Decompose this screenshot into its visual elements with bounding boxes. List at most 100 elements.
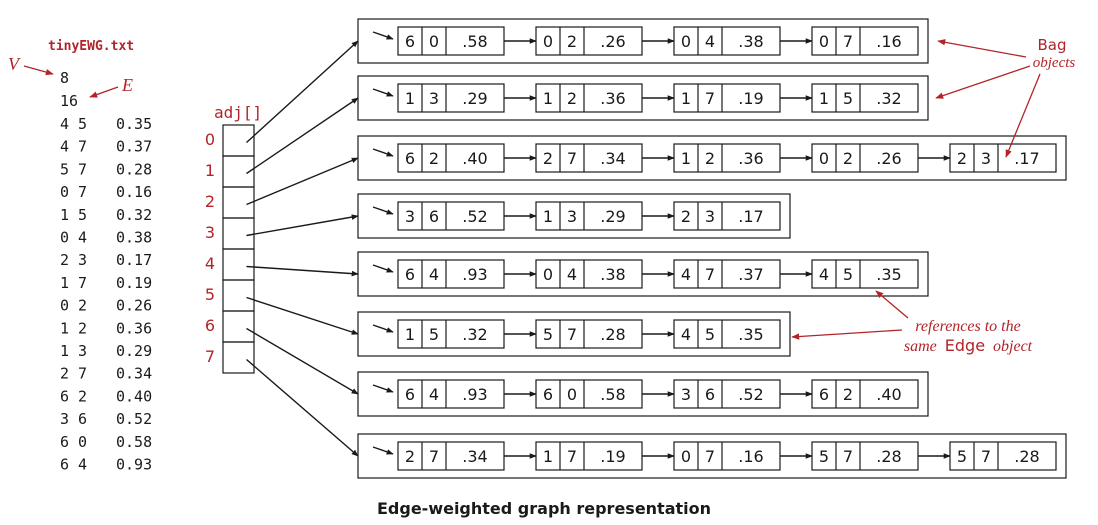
edge-list-row: 6 2 0.40: [60, 387, 152, 405]
edge-node-weight: .37: [738, 265, 763, 284]
edge-node-v: 4: [819, 265, 829, 284]
edge-node-w: 5: [843, 265, 853, 284]
edge-node-v: 0: [543, 32, 553, 51]
edge-node-v: 3: [405, 207, 415, 226]
edge-node-weight: .17: [1014, 149, 1039, 168]
references-label-object: object: [993, 338, 1033, 355]
reference-pointer-arrow-1: [875, 290, 909, 319]
edge-node-box: [397, 259, 505, 289]
edge-node: 0 7.16: [811, 26, 919, 56]
bag-lists: 6 0.58 0 2.26 0 4.38 0 7.161 3.29 1 2.36 1 7.19 1 5.32…: [357, 18, 1067, 479]
edge-node-weight: .52: [738, 385, 763, 404]
edge-node-box: [535, 319, 643, 349]
edge-node-weight: .29: [600, 207, 625, 226]
edge-node-weight: .38: [600, 265, 625, 284]
edge-node-v: 1: [405, 325, 415, 344]
edge-node: 2 3.17: [673, 201, 781, 231]
edge-node-w: 3: [705, 207, 715, 226]
edge-node-w: 7: [843, 447, 853, 466]
file-name-label: tinyEWG.txt: [48, 39, 134, 54]
edge-node-w: 2: [567, 89, 577, 108]
edge-node-weight: .16: [876, 32, 901, 51]
edge-node-w: 7: [567, 447, 577, 466]
edge-weight: 0.19: [116, 274, 152, 292]
bag-object: 1 3.29 1 2.36 1 7.19 1 5.32: [357, 75, 929, 121]
edge-node: 1 7.19: [535, 441, 643, 471]
edge-node-v: 1: [681, 149, 691, 168]
edge-node-v: 2: [957, 149, 967, 168]
edge-node: 1 7.19: [673, 83, 781, 113]
adj-to-bag-arrow: [246, 157, 359, 206]
references-label-same: same: [904, 338, 937, 355]
edge-node-box: [811, 379, 919, 409]
edge-node: 6 4.93: [397, 259, 505, 289]
edge-node-v: 0: [819, 32, 829, 51]
v-label: V: [8, 54, 21, 74]
edge-node-box: [397, 319, 505, 349]
bag-box: [357, 18, 929, 64]
adj-index-label: 2: [205, 192, 215, 211]
edge-node: 0 2.26: [811, 143, 919, 173]
edge-node: 2 3.17: [949, 143, 1057, 173]
edge-node-weight: .19: [738, 89, 763, 108]
edge-node-box: [949, 441, 1057, 471]
edge-node-weight: .29: [462, 89, 487, 108]
edge-node-weight: .34: [600, 149, 625, 168]
references-label-line-1: references to the: [915, 318, 1020, 335]
edge-node-w: 2: [705, 149, 715, 168]
edge-node-v: 6: [543, 385, 553, 404]
bag-object: 1 5.32 5 7.28 4 5.35: [357, 311, 791, 357]
edge-vertices: 6 2: [60, 387, 87, 405]
edge-node-weight: .40: [876, 385, 901, 404]
edge-node-v: 2: [405, 447, 415, 466]
edge-node-box: [949, 143, 1057, 173]
edge-list-row: 4 5 0.35: [60, 115, 152, 133]
edge-node-v: 1: [405, 89, 415, 108]
adj-to-bag-arrow: [246, 214, 359, 237]
edge-weight: 0.26: [116, 297, 152, 315]
edge-node-box: [535, 143, 643, 173]
edge-node-v: 1: [543, 89, 553, 108]
edge-node-weight: .34: [462, 447, 487, 466]
edge-node-box: [673, 259, 781, 289]
edge-node: 6 2.40: [811, 379, 919, 409]
adj-array: 0 1 2 3 4 5 6 7: [205, 40, 359, 457]
edge-weight: 0.52: [116, 410, 152, 428]
edge-node: 0 7.16: [673, 441, 781, 471]
bag-box: [357, 251, 929, 297]
adj-array-label: adj[]: [214, 103, 262, 122]
edge-node-w: 5: [705, 325, 715, 344]
edge-node-box: [397, 441, 505, 471]
edge-vertices: 0 7: [60, 183, 87, 201]
adj-to-bag-arrow: [246, 327, 359, 395]
bag-box: [357, 433, 1067, 479]
edge-node-w: 7: [705, 265, 715, 284]
adj-index-label: 5: [205, 285, 215, 304]
edge-node-v: 4: [681, 325, 691, 344]
edge-node-w: 2: [429, 149, 439, 168]
adj-cell-box: [222, 279, 255, 312]
edge-weight: 0.40: [116, 387, 152, 405]
edge-node-v: 0: [543, 265, 553, 284]
edge-weight: 0.29: [116, 342, 152, 360]
edge-node-w: 0: [567, 385, 577, 404]
edge-node-v: 1: [543, 207, 553, 226]
edge-list-row: 6 4 0.93: [60, 456, 152, 474]
edge-weight: 0.32: [116, 206, 152, 224]
edge-node: 6 4.93: [397, 379, 505, 409]
edge-node-box: [535, 259, 643, 289]
adj-cell-box: [222, 310, 255, 343]
edge-node-v: 3: [681, 385, 691, 404]
edge-node-weight: .16: [738, 447, 763, 466]
bag-box: [357, 311, 791, 357]
edge-node-w: 7: [705, 447, 715, 466]
edge-node-box: [811, 143, 919, 173]
edge-vertices: 0 2: [60, 297, 87, 315]
bag-pointer-arrow-3: [1005, 73, 1041, 158]
edge-node-v: 2: [681, 207, 691, 226]
edge-node-weight: .35: [876, 265, 901, 284]
edge-list-row: 2 3 0.17: [60, 251, 152, 269]
e-pointer-arrow: [89, 86, 119, 98]
edge-node-w: 7: [705, 89, 715, 108]
